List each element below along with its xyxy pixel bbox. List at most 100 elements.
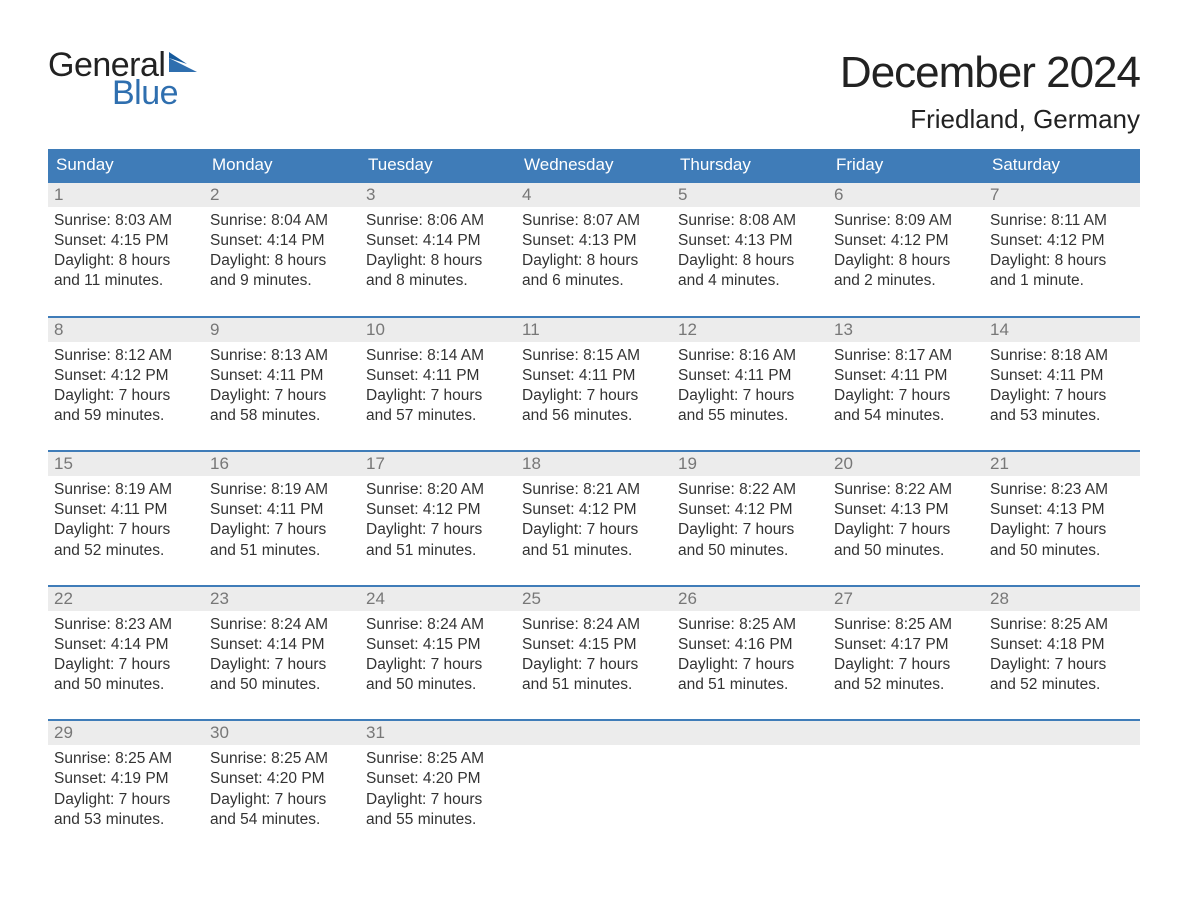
- day-sunset: Sunset: 4:17 PM: [834, 635, 978, 655]
- day-cell: 23Sunrise: 8:24 AMSunset: 4:14 PMDayligh…: [204, 587, 360, 706]
- day-sunset: Sunset: 4:13 PM: [522, 231, 666, 251]
- day-content: Sunrise: 8:23 AMSunset: 4:14 PMDaylight:…: [48, 611, 204, 706]
- day-sunset: Sunset: 4:12 PM: [678, 500, 822, 520]
- day-sunset: Sunset: 4:13 PM: [678, 231, 822, 251]
- day-sunrise: Sunrise: 8:03 AM: [54, 211, 198, 231]
- day-cell: .....: [828, 721, 984, 840]
- day-daylight1: Daylight: 8 hours: [990, 251, 1134, 271]
- day-daylight2: and 51 minutes.: [366, 541, 510, 561]
- day-sunrise: Sunrise: 8:19 AM: [54, 480, 198, 500]
- day-cell: 28Sunrise: 8:25 AMSunset: 4:18 PMDayligh…: [984, 587, 1140, 706]
- day-daylight2: and 51 minutes.: [522, 541, 666, 561]
- day-content: Sunrise: 8:19 AMSunset: 4:11 PMDaylight:…: [48, 476, 204, 571]
- day-cell: 10Sunrise: 8:14 AMSunset: 4:11 PMDayligh…: [360, 318, 516, 437]
- day-cell: 13Sunrise: 8:17 AMSunset: 4:11 PMDayligh…: [828, 318, 984, 437]
- day-cell: 2Sunrise: 8:04 AMSunset: 4:14 PMDaylight…: [204, 183, 360, 302]
- day-cell: 11Sunrise: 8:15 AMSunset: 4:11 PMDayligh…: [516, 318, 672, 437]
- day-number: 13: [828, 318, 984, 342]
- day-number: 27: [828, 587, 984, 611]
- day-sunset: Sunset: 4:14 PM: [210, 231, 354, 251]
- day-content: Sunrise: 8:08 AMSunset: 4:13 PMDaylight:…: [672, 207, 828, 302]
- day-daylight2: and 55 minutes.: [678, 406, 822, 426]
- day-sunrise: Sunrise: 8:25 AM: [54, 749, 198, 769]
- day-cell: 6Sunrise: 8:09 AMSunset: 4:12 PMDaylight…: [828, 183, 984, 302]
- day-sunset: Sunset: 4:11 PM: [366, 366, 510, 386]
- day-header: Thursday: [672, 149, 828, 181]
- logo-flag-icon: [169, 52, 199, 76]
- day-number: 24: [360, 587, 516, 611]
- day-daylight2: and 9 minutes.: [210, 271, 354, 291]
- day-daylight1: Daylight: 7 hours: [54, 386, 198, 406]
- day-daylight2: and 50 minutes.: [678, 541, 822, 561]
- day-header: Tuesday: [360, 149, 516, 181]
- day-daylight1: Daylight: 8 hours: [834, 251, 978, 271]
- day-number: 4: [516, 183, 672, 207]
- day-daylight2: and 53 minutes.: [54, 810, 198, 830]
- day-sunset: Sunset: 4:20 PM: [366, 769, 510, 789]
- day-content: Sunrise: 8:24 AMSunset: 4:14 PMDaylight:…: [204, 611, 360, 706]
- day-sunrise: Sunrise: 8:16 AM: [678, 346, 822, 366]
- day-daylight2: and 59 minutes.: [54, 406, 198, 426]
- day-sunset: Sunset: 4:11 PM: [54, 500, 198, 520]
- day-content: ....: [984, 745, 1140, 840]
- page-title: December 2024: [840, 48, 1140, 98]
- day-cell: 18Sunrise: 8:21 AMSunset: 4:12 PMDayligh…: [516, 452, 672, 571]
- day-sunrise: Sunrise: 8:25 AM: [990, 615, 1134, 635]
- day-sunset: Sunset: 4:11 PM: [990, 366, 1134, 386]
- day-daylight2: and 50 minutes.: [210, 675, 354, 695]
- day-header: Wednesday: [516, 149, 672, 181]
- day-header: Saturday: [984, 149, 1140, 181]
- day-content: Sunrise: 8:25 AMSunset: 4:20 PMDaylight:…: [204, 745, 360, 840]
- day-number: 17: [360, 452, 516, 476]
- day-content: Sunrise: 8:13 AMSunset: 4:11 PMDaylight:…: [204, 342, 360, 437]
- day-header: Friday: [828, 149, 984, 181]
- day-daylight1: Daylight: 7 hours: [366, 386, 510, 406]
- day-daylight2: and 58 minutes.: [210, 406, 354, 426]
- day-sunrise: Sunrise: 8:11 AM: [990, 211, 1134, 231]
- day-daylight2: and 54 minutes.: [210, 810, 354, 830]
- day-sunrise: Sunrise: 8:20 AM: [366, 480, 510, 500]
- day-content: Sunrise: 8:25 AMSunset: 4:16 PMDaylight:…: [672, 611, 828, 706]
- day-daylight2: and 11 minutes.: [54, 271, 198, 291]
- day-daylight1: Daylight: 7 hours: [54, 655, 198, 675]
- day-daylight1: Daylight: 8 hours: [522, 251, 666, 271]
- day-sunset: Sunset: 4:19 PM: [54, 769, 198, 789]
- day-number: 21: [984, 452, 1140, 476]
- day-daylight2: and 57 minutes.: [366, 406, 510, 426]
- day-content: Sunrise: 8:24 AMSunset: 4:15 PMDaylight:…: [360, 611, 516, 706]
- day-sunset: Sunset: 4:12 PM: [54, 366, 198, 386]
- day-sunset: Sunset: 4:16 PM: [678, 635, 822, 655]
- day-daylight1: Daylight: 7 hours: [834, 520, 978, 540]
- day-cell: 26Sunrise: 8:25 AMSunset: 4:16 PMDayligh…: [672, 587, 828, 706]
- day-cell: 7Sunrise: 8:11 AMSunset: 4:12 PMDaylight…: [984, 183, 1140, 302]
- day-content: Sunrise: 8:25 AMSunset: 4:19 PMDaylight:…: [48, 745, 204, 840]
- day-sunrise: Sunrise: 8:06 AM: [366, 211, 510, 231]
- day-sunset: Sunset: 4:11 PM: [678, 366, 822, 386]
- day-sunset: Sunset: 4:12 PM: [990, 231, 1134, 251]
- day-sunrise: Sunrise: 8:17 AM: [834, 346, 978, 366]
- day-cell: 12Sunrise: 8:16 AMSunset: 4:11 PMDayligh…: [672, 318, 828, 437]
- day-content: Sunrise: 8:22 AMSunset: 4:12 PMDaylight:…: [672, 476, 828, 571]
- day-content: Sunrise: 8:03 AMSunset: 4:15 PMDaylight:…: [48, 207, 204, 302]
- day-number: 20: [828, 452, 984, 476]
- day-daylight2: and 6 minutes.: [522, 271, 666, 291]
- day-cell: 17Sunrise: 8:20 AMSunset: 4:12 PMDayligh…: [360, 452, 516, 571]
- day-sunset: Sunset: 4:15 PM: [366, 635, 510, 655]
- day-sunrise: Sunrise: 8:19 AM: [210, 480, 354, 500]
- day-sunrise: Sunrise: 8:25 AM: [366, 749, 510, 769]
- day-number: 5: [672, 183, 828, 207]
- day-cell: 19Sunrise: 8:22 AMSunset: 4:12 PMDayligh…: [672, 452, 828, 571]
- day-sunset: Sunset: 4:14 PM: [366, 231, 510, 251]
- day-number: 1: [48, 183, 204, 207]
- day-cell: .....: [984, 721, 1140, 840]
- day-number: 31: [360, 721, 516, 745]
- day-content: Sunrise: 8:17 AMSunset: 4:11 PMDaylight:…: [828, 342, 984, 437]
- day-sunrise: Sunrise: 8:22 AM: [678, 480, 822, 500]
- day-content: Sunrise: 8:18 AMSunset: 4:11 PMDaylight:…: [984, 342, 1140, 437]
- day-number: 22: [48, 587, 204, 611]
- day-sunrise: Sunrise: 8:13 AM: [210, 346, 354, 366]
- day-cell: 31Sunrise: 8:25 AMSunset: 4:20 PMDayligh…: [360, 721, 516, 840]
- day-daylight1: Daylight: 7 hours: [366, 655, 510, 675]
- day-content: Sunrise: 8:25 AMSunset: 4:17 PMDaylight:…: [828, 611, 984, 706]
- day-number: 26: [672, 587, 828, 611]
